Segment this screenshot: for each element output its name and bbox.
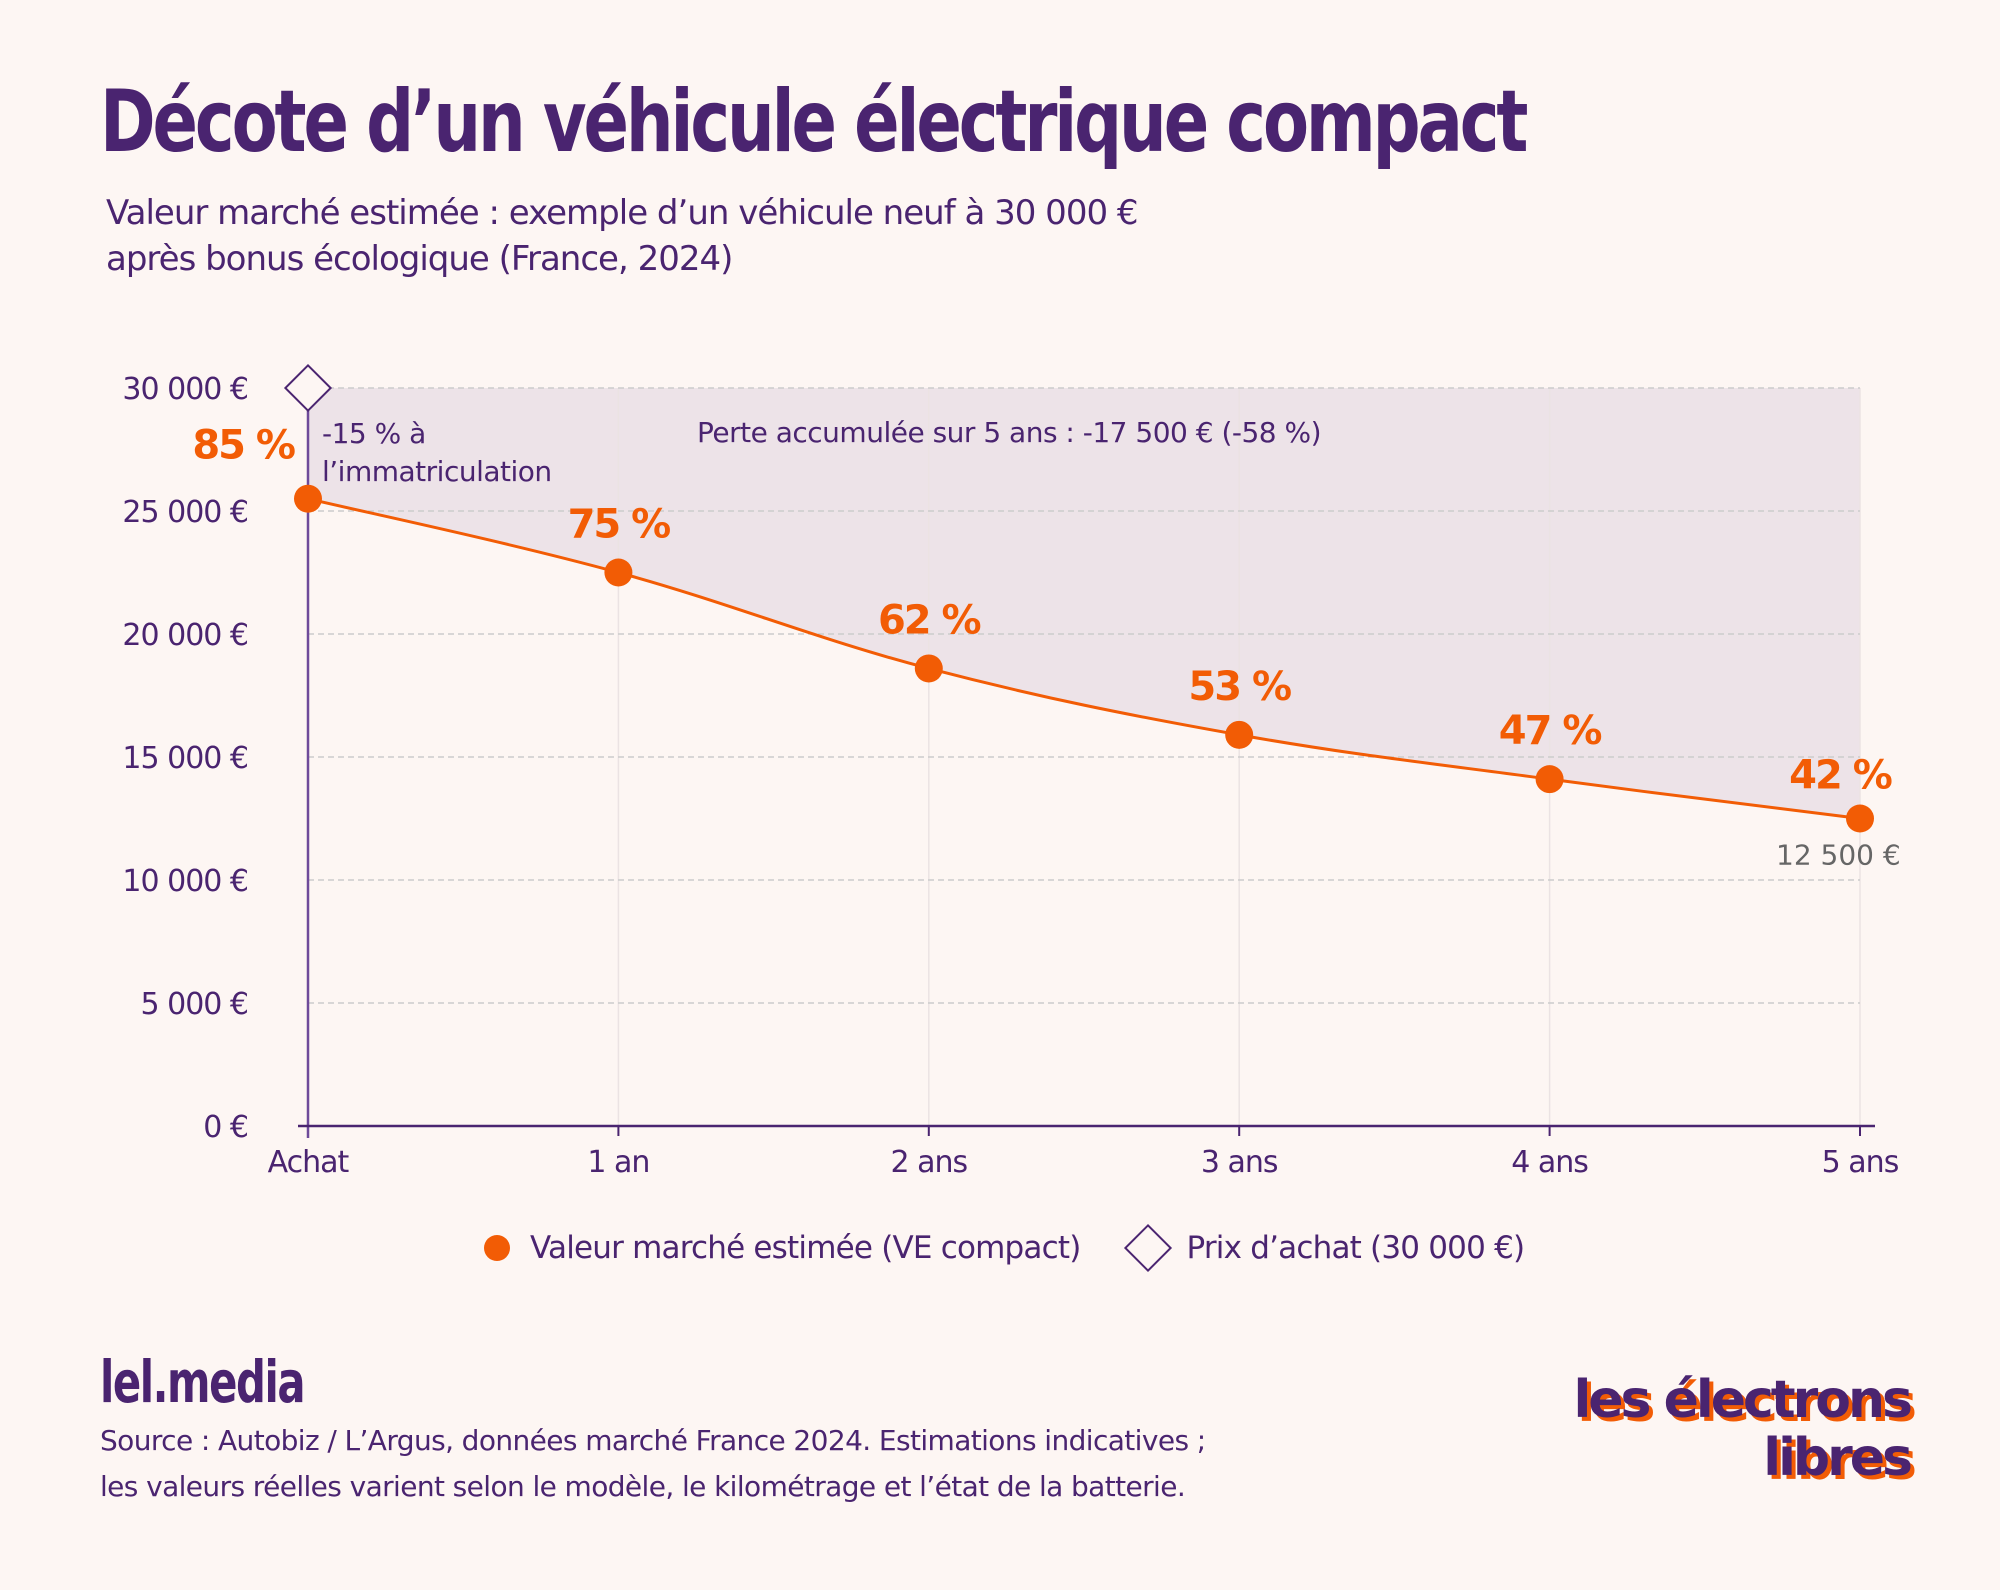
legend-circle-icon xyxy=(484,1235,510,1261)
y-tick-label: 25 000 € xyxy=(122,495,248,530)
end-value-label: 12 500 € xyxy=(1776,839,1901,872)
x-tick-label: Achat xyxy=(268,1145,350,1180)
registration-annotation-line-1: -15 % à xyxy=(322,417,426,450)
y-tick-label: 20 000 € xyxy=(122,618,248,653)
legend-diamond-icon xyxy=(1123,1223,1172,1273)
purchase-price-marker xyxy=(283,363,333,413)
y-axis-ticks: 0 € 5 000 € 10 000 € 15 000 € 20 000 € 25 000… xyxy=(122,372,249,1145)
x-tick-label: 3 ans xyxy=(1201,1145,1278,1180)
x-tick-label: 2 ans xyxy=(890,1145,967,1180)
y-tick-label: 0 € xyxy=(203,1110,248,1145)
data-labels: 85 % 75 % 62 % 53 % 47 % 42 % xyxy=(192,423,1893,799)
data-label: 42 % xyxy=(1789,753,1892,799)
data-point xyxy=(1225,720,1254,749)
y-tick-label: 30 000 € xyxy=(122,372,248,407)
subtitle-line-2: après bonus écologique (France, 2024) xyxy=(106,239,733,279)
legend-series-label: Valeur marché estimée (VE compact) xyxy=(530,1230,1081,1266)
loss-area xyxy=(308,388,1860,819)
y-tick-label: 5 000 € xyxy=(140,987,248,1022)
legend: Valeur marché estimée (VE compact) Prix … xyxy=(484,1223,1526,1273)
registration-annotation-line-2: l’immatriculation xyxy=(322,455,552,488)
data-label: 62 % xyxy=(878,597,981,643)
data-label: 53 % xyxy=(1188,664,1291,710)
logo: les électrons libres xyxy=(1573,1370,1913,1500)
y-tick-label: 10 000 € xyxy=(122,864,248,899)
data-points xyxy=(294,484,1874,833)
data-point xyxy=(604,558,633,587)
source-line-2: les valeurs réelles varient selon le mod… xyxy=(100,1470,1186,1503)
data-point xyxy=(294,484,322,513)
data-label: 47 % xyxy=(1499,708,1602,754)
logo-line-1: les électrons xyxy=(1573,1370,1913,1430)
y-tick-label: 15 000 € xyxy=(122,741,248,776)
line-chart: 0 € 5 000 € 10 000 € 15 000 € 20 000 € 25 000… xyxy=(122,363,1901,1180)
data-point xyxy=(914,654,943,683)
x-axis-ticks: Achat 1 an 2 ans 3 ans 4 ans 5 ans xyxy=(268,1126,1900,1180)
series-line xyxy=(307,497,1861,820)
total-loss-annotation: Perte accumulée sur 5 ans : -17 500 € (-… xyxy=(697,416,1321,449)
source-note: Source : Autobiz / L’Argus, données marc… xyxy=(100,1418,1206,1510)
page-title: Décote d’un véhicule électrique compact xyxy=(100,72,1528,172)
data-label: 85 % xyxy=(192,423,295,469)
logo-line-2: libres xyxy=(1763,1428,1913,1488)
x-tick-label: 5 ans xyxy=(1822,1145,1899,1180)
data-point xyxy=(1846,804,1874,833)
source-line-1: Source : Autobiz / L’Argus, données marc… xyxy=(100,1424,1206,1457)
x-tick-label: 1 an xyxy=(587,1145,649,1180)
data-label: 75 % xyxy=(568,502,671,548)
data-point xyxy=(1535,765,1564,794)
x-tick-label: 4 ans xyxy=(1511,1145,1588,1180)
legend-reference-label: Prix d’achat (30 000 €) xyxy=(1186,1230,1526,1266)
subtitle: Valeur marché estimée : exemple d’un véh… xyxy=(106,190,1139,282)
subtitle-line-1: Valeur marché estimée : exemple d’un véh… xyxy=(106,193,1139,233)
brand-name: lel.media xyxy=(100,1348,306,1416)
horizontal-gridlines xyxy=(308,387,1860,1004)
